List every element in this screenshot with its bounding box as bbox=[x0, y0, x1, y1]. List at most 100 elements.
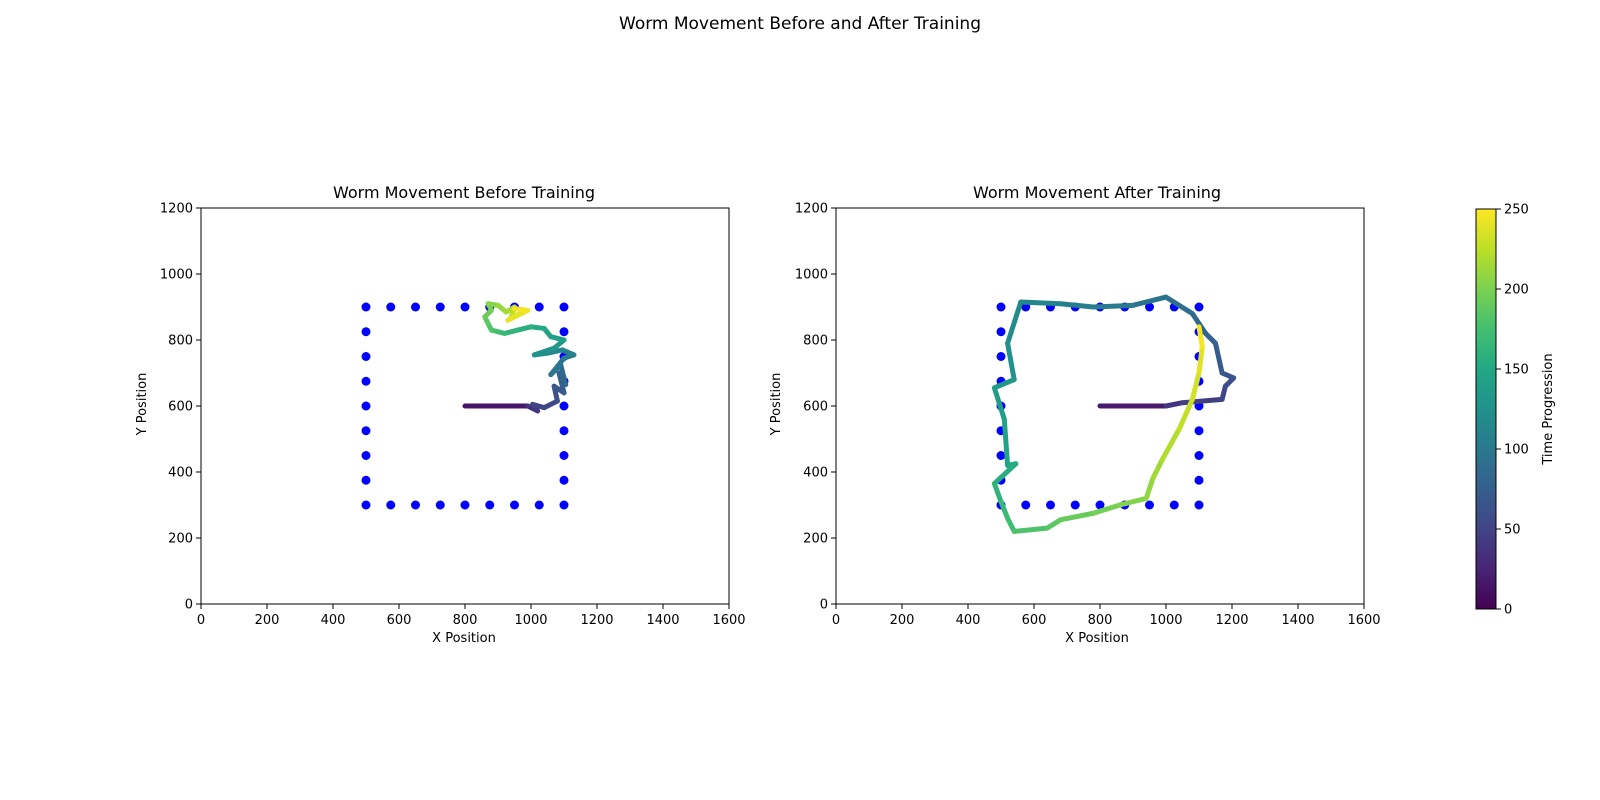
scatter-point bbox=[361, 376, 371, 386]
x-tick-label: 800 bbox=[453, 613, 478, 628]
trajectory-segment bbox=[1160, 426, 1182, 462]
scatter-point bbox=[1070, 500, 1080, 510]
x-axis-label: X Position bbox=[432, 631, 496, 646]
y-tick-label: 400 bbox=[168, 466, 193, 481]
scatter-point bbox=[1145, 302, 1154, 312]
trajectory-segment bbox=[1018, 299, 1063, 307]
trajectory-segment bbox=[1001, 416, 1011, 468]
axes-frame bbox=[200, 207, 730, 605]
trajectory-segment bbox=[1130, 294, 1169, 308]
x-tick-label: 1600 bbox=[712, 613, 745, 628]
trajectory-segment bbox=[1163, 294, 1195, 317]
scatter-point bbox=[460, 500, 470, 510]
trajectory-segment bbox=[1011, 525, 1050, 534]
trajectory-segment bbox=[998, 499, 1011, 521]
x-tick-label: 600 bbox=[1022, 613, 1047, 628]
scatter-point bbox=[485, 500, 495, 510]
y-tick-label: 1000 bbox=[795, 268, 828, 283]
scatter-point bbox=[559, 451, 569, 460]
trajectory-segment bbox=[1213, 340, 1225, 376]
colorbar: 0 50 100 150 200 250 Time Progression bbox=[1475, 203, 1556, 618]
scatter-point bbox=[1169, 500, 1179, 510]
scatter-point bbox=[361, 401, 371, 411]
scatter-point bbox=[559, 500, 569, 510]
tick-layer: 0 200 400 600 800 1000 1200 1400 1600 0 200 400 600 8… bbox=[160, 202, 746, 629]
scatter-point bbox=[386, 500, 396, 510]
trajectory-segment bbox=[1005, 299, 1024, 346]
x-tick-label: 1200 bbox=[1215, 613, 1248, 628]
trajectory-segment bbox=[1044, 517, 1063, 531]
y-tick-label: 800 bbox=[803, 334, 828, 349]
colorbar-tick-label: 100 bbox=[1504, 443, 1529, 458]
x-axis-label: X Position bbox=[1065, 631, 1129, 646]
panel-after-training: Worm Movement After Training X Position … bbox=[769, 183, 1381, 646]
colorbar-ticks: 0 50 100 150 200 250 bbox=[1496, 203, 1529, 618]
scatter-point bbox=[559, 302, 569, 312]
colorbar-tick-label: 150 bbox=[1504, 363, 1529, 378]
panel-before-training: Worm Movement Before Training X Position… bbox=[135, 183, 746, 646]
scatter-point bbox=[559, 426, 569, 436]
trajectory-segment bbox=[1196, 324, 1205, 350]
trajectory-segment bbox=[1057, 301, 1096, 310]
scatter-point bbox=[559, 401, 569, 411]
trajectory-segment bbox=[548, 355, 567, 378]
scatter-point bbox=[1194, 426, 1204, 436]
y-tick-label: 1000 bbox=[160, 268, 193, 283]
scatter-point bbox=[996, 451, 1006, 460]
scatter-point bbox=[1095, 500, 1105, 510]
scatter-point bbox=[996, 352, 1006, 361]
colorbar-tick-label: 0 bbox=[1504, 603, 1512, 618]
scatter-point bbox=[1194, 451, 1204, 460]
y-tick-label: 400 bbox=[803, 466, 828, 481]
scatter-point bbox=[361, 352, 371, 361]
scatter-point bbox=[361, 500, 371, 510]
trajectory-segment bbox=[1143, 476, 1156, 501]
scatter-point bbox=[1194, 475, 1204, 485]
colorbar-label: Time Progression bbox=[1541, 353, 1556, 465]
scatter-point bbox=[361, 327, 371, 337]
x-tick-label: 400 bbox=[321, 613, 346, 628]
colorbar-tick-label: 200 bbox=[1504, 283, 1529, 298]
scatter-point bbox=[411, 500, 420, 510]
x-tick-label: 200 bbox=[890, 613, 915, 628]
scatter-point bbox=[996, 327, 1006, 337]
x-tick-label: 400 bbox=[956, 613, 981, 628]
x-tick-label: 1000 bbox=[1149, 613, 1182, 628]
colorbar-tick-label: 250 bbox=[1504, 203, 1529, 218]
scatter-point bbox=[559, 475, 569, 485]
trajectory-segment bbox=[1150, 456, 1166, 482]
scatter-point bbox=[386, 302, 396, 312]
x-tick-label: 1000 bbox=[514, 613, 547, 628]
x-tick-label: 1400 bbox=[646, 613, 679, 628]
trajectory-segment bbox=[1176, 396, 1195, 432]
scatter-point bbox=[435, 302, 445, 312]
scatter-point bbox=[1046, 500, 1055, 510]
scatter-point bbox=[534, 302, 544, 312]
scatter-point bbox=[534, 500, 544, 510]
y-tick-label: 0 bbox=[185, 598, 193, 613]
figure-suptitle: Worm Movement Before and After Training bbox=[619, 14, 981, 34]
y-tick-label: 800 bbox=[168, 334, 193, 349]
trajectory-segment bbox=[1163, 400, 1185, 409]
trajectory-segment bbox=[1189, 311, 1209, 336]
colorbar-tick-label: 50 bbox=[1504, 523, 1521, 538]
y-tick-label: 200 bbox=[803, 532, 828, 547]
x-tick-label: 800 bbox=[1088, 613, 1113, 628]
trajectory-segment bbox=[991, 385, 1007, 422]
scatter-point bbox=[559, 327, 569, 337]
scatter-point bbox=[996, 302, 1006, 312]
scatter-point bbox=[1194, 302, 1204, 312]
x-tick-label: 1200 bbox=[580, 613, 613, 628]
plot-area bbox=[361, 301, 577, 510]
trajectory-segment bbox=[991, 377, 1017, 391]
trajectory-segment bbox=[1057, 510, 1096, 523]
scatter-point bbox=[361, 451, 371, 460]
x-tick-label: 200 bbox=[255, 613, 280, 628]
panel-title: Worm Movement Before Training bbox=[333, 183, 595, 202]
y-tick-label: 1200 bbox=[795, 202, 828, 217]
colorbar-gradient bbox=[1475, 208, 1497, 610]
trajectory-segment bbox=[1090, 502, 1123, 516]
trajectory-segment bbox=[1005, 340, 1017, 383]
scatter-point bbox=[361, 475, 371, 485]
trajectory-segment bbox=[512, 306, 531, 313]
